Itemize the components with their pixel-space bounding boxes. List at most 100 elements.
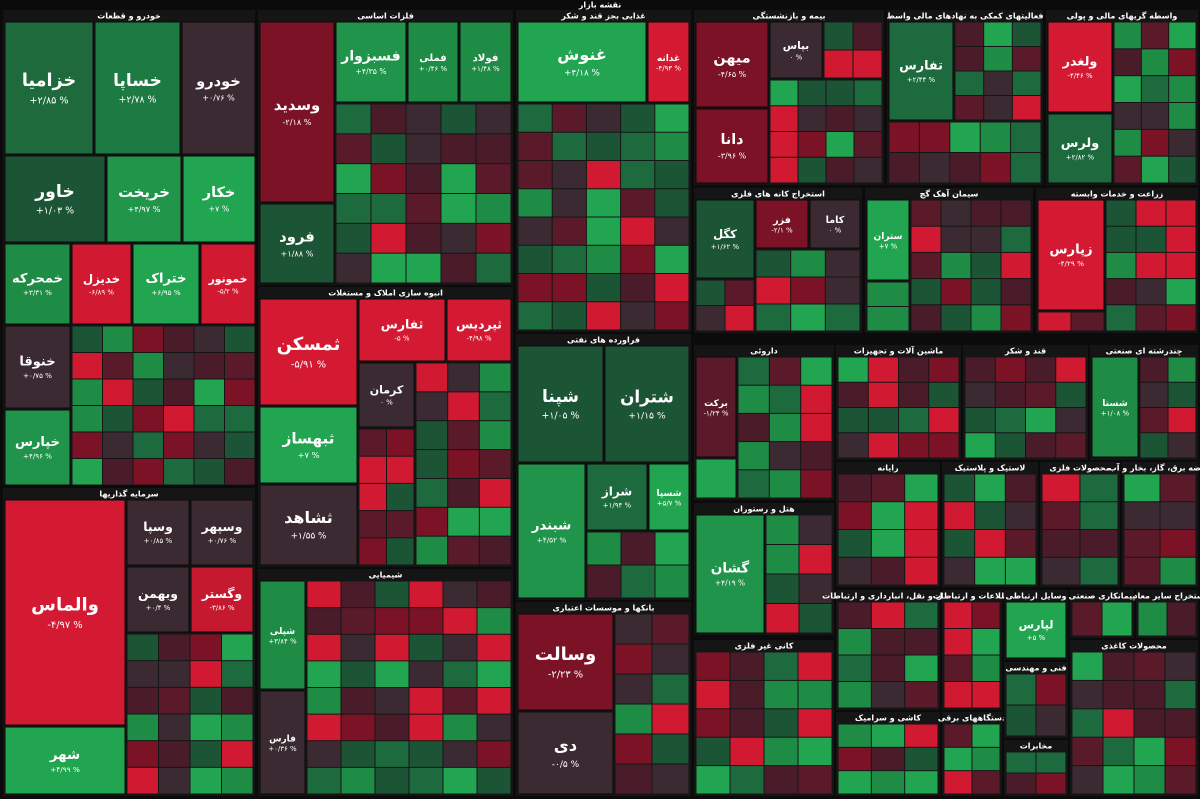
small-tile	[222, 687, 253, 714]
small-tile	[899, 357, 929, 382]
small-tile	[899, 408, 929, 433]
tile-label: وسدید	[274, 97, 320, 114]
small-tile	[1072, 680, 1103, 709]
small-tile	[1141, 76, 1169, 102]
small-tile	[696, 652, 730, 680]
small-tile	[615, 644, 652, 674]
sector: رایانه	[836, 462, 940, 587]
small-tile	[838, 502, 871, 529]
tile-change: +۱/۵۵ %	[291, 532, 327, 542]
tile	[94, 21, 181, 155]
small-tile	[838, 629, 871, 655]
tile-label: دانا	[720, 132, 743, 148]
small-tile	[929, 357, 959, 382]
small-tile	[905, 655, 938, 681]
small-tile	[799, 574, 832, 603]
small-tile	[1169, 103, 1196, 129]
tile-change: +۰/۴ %	[146, 604, 171, 612]
tile-label: خزامیا	[22, 71, 76, 91]
tile	[586, 463, 648, 531]
small-tile	[587, 565, 621, 598]
small-tile	[1136, 279, 1166, 305]
small-tile	[905, 530, 938, 557]
small-tile	[1166, 305, 1196, 331]
small-tile	[133, 379, 163, 405]
tile	[4, 499, 126, 726]
small-tile	[1168, 357, 1196, 382]
tile	[190, 499, 254, 566]
small-tile	[652, 734, 689, 764]
small-tile	[769, 385, 801, 413]
small-tile	[905, 682, 938, 708]
small-tile	[838, 602, 871, 628]
tile-label: خنوقا	[19, 354, 55, 369]
small-tile	[867, 282, 909, 306]
tile-label: فسبزوار	[340, 48, 400, 64]
sector-title: عرضه برق، گاز، بخار و آب	[1109, 463, 1200, 473]
sector-title: اطلاعات و ارتباطات	[933, 592, 1012, 601]
small-tile	[225, 326, 255, 352]
small-tile	[72, 459, 102, 485]
small-tile	[615, 734, 652, 764]
small-tile	[1169, 49, 1196, 76]
tile-label: وسپهر	[201, 519, 243, 534]
small-tile	[72, 432, 102, 458]
tile-label: ثمسکن	[277, 334, 341, 355]
small-tile	[375, 714, 409, 741]
tile-label: فرود	[279, 229, 315, 246]
sector: فراورده های نفتی شپنا +۱/۰۵ % شتران +۱/۱۵ % ش…	[516, 334, 691, 600]
small-tile	[756, 250, 791, 277]
tile	[4, 243, 71, 325]
small-tile	[416, 392, 448, 421]
small-tile	[621, 274, 655, 302]
small-tile	[975, 530, 1005, 557]
small-tile	[621, 217, 655, 245]
tile-change: -۳/۸۶ %	[209, 604, 234, 612]
tile-change: +۲/۸۲ %	[1066, 152, 1095, 161]
small-tile	[406, 194, 441, 223]
tile-change: +۱/۸۸ %	[281, 248, 314, 258]
tile-change: -۴/۹۷ %	[47, 620, 82, 631]
tile-change: -۵ %	[394, 335, 410, 343]
tile-label: کرمان	[370, 384, 404, 397]
small-tile	[769, 442, 801, 470]
small-tile	[1056, 433, 1086, 458]
tile-label: فزر	[772, 215, 791, 226]
small-tile	[190, 687, 221, 714]
small-tile	[441, 253, 476, 283]
tile-label: فارس	[269, 734, 296, 744]
tile	[4, 155, 106, 243]
tile-change: -۴/۲۹ %	[1058, 259, 1084, 268]
small-tile	[871, 602, 905, 628]
small-tile	[1141, 103, 1169, 129]
sector-title: غذایی بجز قند و شکر	[560, 12, 645, 21]
small-tile	[730, 680, 764, 709]
tile	[517, 21, 647, 103]
sector-title: انبوه سازی املاک و مستغلات	[328, 289, 443, 298]
small-tile	[479, 363, 511, 392]
small-tile	[225, 353, 255, 379]
small-tile	[1169, 156, 1196, 183]
tile-change: +۴/۱۸ %	[564, 69, 600, 79]
small-tile	[838, 682, 871, 708]
small-tile	[838, 724, 871, 747]
small-tile	[655, 104, 689, 132]
small-tile	[359, 456, 386, 483]
small-tile	[587, 532, 621, 565]
small-tile	[1005, 502, 1036, 529]
sector: انبوه سازی املاک و مستغلات ثمسکن -۵/۹۱ % ثف…	[258, 287, 513, 567]
tile	[190, 566, 254, 633]
small-tile	[1042, 474, 1080, 502]
small-tile	[764, 652, 798, 680]
small-tile	[621, 161, 655, 189]
tile-change: -۲/۲۳ %	[548, 670, 583, 681]
tile-change: +۱/۱۵ %	[628, 410, 666, 421]
tile-change: +۰/۸۵ %	[144, 537, 173, 545]
small-tile	[406, 253, 441, 283]
small-tile	[518, 274, 552, 302]
sector-title: زراعت و خدمات وابسته	[1071, 190, 1164, 199]
small-tile	[868, 408, 898, 433]
small-tile	[1168, 433, 1196, 458]
small-tile	[972, 602, 1000, 628]
small-tile	[899, 382, 929, 407]
